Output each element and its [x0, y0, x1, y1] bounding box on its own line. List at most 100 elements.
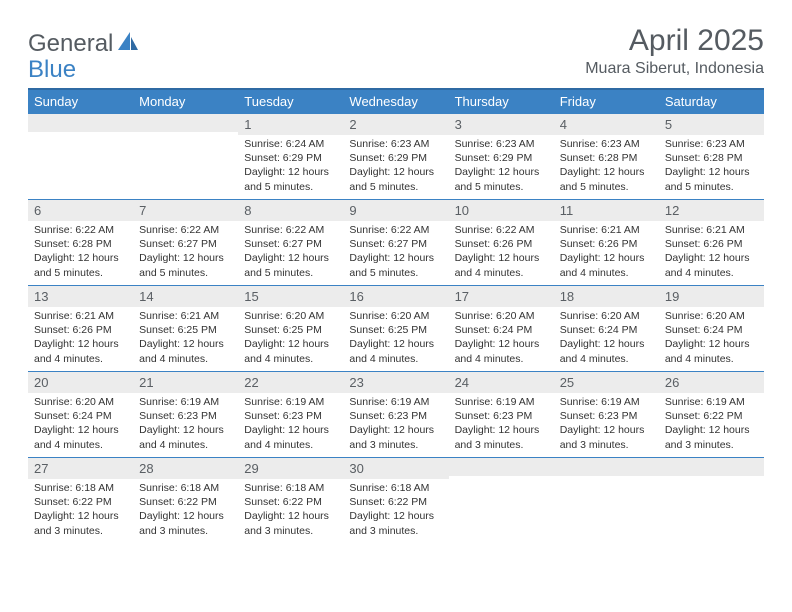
- day-number: 2: [343, 113, 448, 135]
- calendar-cell: 10Sunrise: 6:22 AMSunset: 6:26 PMDayligh…: [449, 199, 554, 285]
- day-details: Sunrise: 6:19 AMSunset: 6:23 PMDaylight:…: [554, 393, 659, 456]
- daylight-text: Daylight: 12 hours and 4 minutes.: [244, 337, 337, 365]
- calendar-cell: 23 Sunrise: 6:19 AMSunset: 6:23 PMDayligh…: [343, 371, 448, 457]
- day-details: Sunrise: 6:21 AMSunset: 6:26 PMDaylight:…: [28, 307, 133, 370]
- day-number: 24: [449, 371, 554, 393]
- page-subtitle: Muara Siberut, Indonesia: [585, 60, 764, 78]
- daylight-text: Daylight: 12 hours and 3 minutes.: [244, 509, 337, 537]
- day-details: Sunrise: 6:18 AMSunset: 6:22 PMDaylight:…: [343, 479, 448, 542]
- day-details: [659, 476, 764, 482]
- day-number: [28, 113, 133, 132]
- day-details: Sunrise: 6:23 AMSunset: 6:28 PMDaylight:…: [659, 135, 764, 198]
- sunrise-text: Sunrise: 6:21 AM: [560, 223, 653, 237]
- header: General April 2025 Muara Siberut, Indone…: [28, 24, 764, 78]
- day-number: 20: [28, 371, 133, 393]
- sunrise-text: Sunrise: 6:20 AM: [455, 309, 548, 323]
- day-number: 4: [554, 113, 659, 135]
- day-details: Sunrise: 6:19 AMSunset: 6:22 PMDaylight:…: [659, 393, 764, 456]
- calendar-cell: 19Sunrise: 6:20 AMSunset: 6:24 PMDayligh…: [659, 285, 764, 371]
- page-title: April 2025: [585, 24, 764, 58]
- sunrise-text: Sunrise: 6:19 AM: [244, 395, 337, 409]
- sunrise-text: Sunrise: 6:21 AM: [34, 309, 127, 323]
- sunrise-text: Sunrise: 6:23 AM: [665, 137, 758, 151]
- calendar-week: 20Sunrise: 6:20 AMSunset: 6:24 PMDayligh…: [28, 371, 764, 457]
- day-number: [449, 457, 554, 476]
- sunset-text: Sunset: 6:23 PM: [244, 409, 337, 423]
- sunset-text: Sunset: 6:24 PM: [665, 323, 758, 337]
- sunrise-text: Sunrise: 6:21 AM: [139, 309, 232, 323]
- calendar-week: 13Sunrise: 6:21 AMSunset: 6:26 PMDayligh…: [28, 285, 764, 371]
- sunrise-text: Sunrise: 6:18 AM: [349, 481, 442, 495]
- sunrise-text: Sunrise: 6:22 AM: [34, 223, 127, 237]
- calendar-cell: [133, 113, 238, 199]
- day-details: Sunrise: 6:22 AMSunset: 6:28 PMDaylight:…: [28, 221, 133, 284]
- day-number: 11: [554, 199, 659, 221]
- sunset-text: Sunset: 6:23 PM: [349, 409, 442, 423]
- sunrise-text: Sunrise: 6:19 AM: [665, 395, 758, 409]
- day-details: Sunrise: 6:23 AMSunset: 6:28 PMDaylight:…: [554, 135, 659, 198]
- calendar-cell: 26Sunrise: 6:19 AMSunset: 6:22 PMDayligh…: [659, 371, 764, 457]
- sunrise-text: Sunrise: 6:19 AM: [349, 395, 442, 409]
- brand-word-1: General: [28, 30, 113, 58]
- calendar-cell: 25Sunrise: 6:19 AMSunset: 6:23 PMDayligh…: [554, 371, 659, 457]
- sunrise-text: Sunrise: 6:19 AM: [560, 395, 653, 409]
- sunset-text: Sunset: 6:25 PM: [244, 323, 337, 337]
- day-number: 30: [343, 457, 448, 479]
- day-details: [28, 132, 133, 138]
- daylight-text: Daylight: 12 hours and 3 minutes.: [349, 509, 442, 537]
- day-number: 25: [554, 371, 659, 393]
- day-number: 10: [449, 199, 554, 221]
- day-details: Sunrise: 6:19 AMSunset: 6:23 PMDaylight:…: [133, 393, 238, 456]
- day-details: Sunrise: 6:19 AMSunset: 6:23 PMDaylight:…: [238, 393, 343, 456]
- brand-logo: General: [28, 30, 143, 58]
- day-details: Sunrise: 6:22 AMSunset: 6:27 PMDaylight:…: [238, 221, 343, 284]
- daylight-text: Daylight: 12 hours and 4 minutes.: [455, 337, 548, 365]
- daylight-text: Daylight: 12 hours and 4 minutes.: [139, 423, 232, 451]
- calendar-cell: 22Sunrise: 6:19 AMSunset: 6:23 PMDayligh…: [238, 371, 343, 457]
- day-number: 9: [343, 199, 448, 221]
- sunset-text: Sunset: 6:29 PM: [455, 151, 548, 165]
- sunset-text: Sunset: 6:28 PM: [560, 151, 653, 165]
- day-header-row: SundayMondayTuesdayWednesdayThursdayFrid…: [28, 89, 764, 113]
- sunrise-text: Sunrise: 6:19 AM: [139, 395, 232, 409]
- calendar-cell: 24Sunrise: 6:19 AMSunset: 6:23 PMDayligh…: [449, 371, 554, 457]
- day-header: Thursday: [449, 89, 554, 113]
- daylight-text: Daylight: 12 hours and 3 minutes.: [349, 423, 442, 451]
- daylight-text: Daylight: 12 hours and 5 minutes.: [560, 165, 653, 193]
- sunrise-text: Sunrise: 6:19 AM: [455, 395, 548, 409]
- day-details: [449, 476, 554, 482]
- day-details: Sunrise: 6:18 AMSunset: 6:22 PMDaylight:…: [238, 479, 343, 542]
- sunrise-text: Sunrise: 6:20 AM: [349, 309, 442, 323]
- day-number: 16: [343, 285, 448, 307]
- sunrise-text: Sunrise: 6:23 AM: [560, 137, 653, 151]
- sunset-text: Sunset: 6:22 PM: [139, 495, 232, 509]
- calendar-cell: 29Sunrise: 6:18 AMSunset: 6:22 PMDayligh…: [238, 457, 343, 543]
- day-details: Sunrise: 6:18 AMSunset: 6:22 PMDaylight:…: [28, 479, 133, 542]
- day-number: 27: [28, 457, 133, 479]
- sunset-text: Sunset: 6:26 PM: [665, 237, 758, 251]
- day-number: 14: [133, 285, 238, 307]
- sunset-text: Sunset: 6:22 PM: [34, 495, 127, 509]
- day-details: Sunrise: 6:21 AMSunset: 6:26 PMDaylight:…: [659, 221, 764, 284]
- sunrise-text: Sunrise: 6:20 AM: [665, 309, 758, 323]
- sail-icon: [117, 30, 139, 58]
- sunrise-text: Sunrise: 6:18 AM: [139, 481, 232, 495]
- daylight-text: Daylight: 12 hours and 5 minutes.: [139, 251, 232, 279]
- day-number: 8: [238, 199, 343, 221]
- day-header: Wednesday: [343, 89, 448, 113]
- sunset-text: Sunset: 6:26 PM: [455, 237, 548, 251]
- sunset-text: Sunset: 6:27 PM: [349, 237, 442, 251]
- daylight-text: Daylight: 12 hours and 4 minutes.: [665, 337, 758, 365]
- calendar-cell: 4Sunrise: 6:23 AMSunset: 6:28 PMDaylight…: [554, 113, 659, 199]
- day-details: Sunrise: 6:22 AMSunset: 6:27 PMDaylight:…: [343, 221, 448, 284]
- sunset-text: Sunset: 6:24 PM: [34, 409, 127, 423]
- day-number: 18: [554, 285, 659, 307]
- day-details: Sunrise: 6:20 AMSunset: 6:24 PMDaylight:…: [659, 307, 764, 370]
- daylight-text: Daylight: 12 hours and 4 minutes.: [34, 337, 127, 365]
- sunset-text: Sunset: 6:22 PM: [349, 495, 442, 509]
- calendar-cell: 15Sunrise: 6:20 AMSunset: 6:25 PMDayligh…: [238, 285, 343, 371]
- day-number: 23: [343, 371, 448, 393]
- calendar-cell: 5Sunrise: 6:23 AMSunset: 6:28 PMDaylight…: [659, 113, 764, 199]
- sunset-text: Sunset: 6:24 PM: [455, 323, 548, 337]
- sunset-text: Sunset: 6:23 PM: [455, 409, 548, 423]
